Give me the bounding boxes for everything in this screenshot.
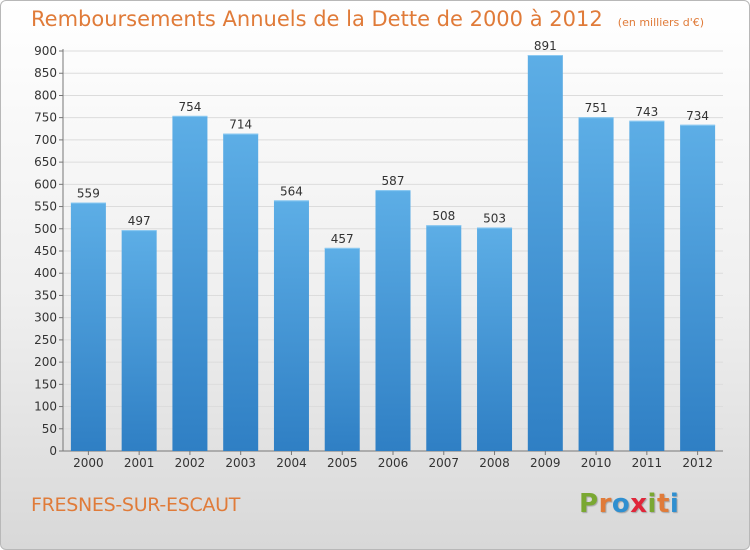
- data-label-2003: 714: [229, 118, 252, 132]
- commune-name: FRESNES-SUR-ESCAUT: [31, 494, 241, 516]
- y-tick-label: 550: [34, 200, 57, 214]
- bar-2009: [527, 55, 563, 451]
- logo-letter: r: [598, 489, 612, 519]
- data-label-2006: 587: [382, 174, 405, 188]
- data-label-2007: 508: [432, 209, 455, 223]
- labels: 559 2000 497 2001 754 2002 714 2003 564 2004 457 20…: [73, 39, 713, 470]
- data-label-2010: 751: [585, 101, 608, 115]
- data-label-2012: 734: [686, 109, 709, 123]
- logo-letter: i: [669, 489, 680, 519]
- proxiti-logo: Proxiti: [579, 489, 679, 519]
- bar-2007: [426, 225, 462, 451]
- bar-2005: [324, 247, 360, 451]
- y-tick-label: 300: [34, 311, 57, 325]
- data-label-2008: 503: [483, 211, 506, 225]
- logo-letter: t: [656, 489, 670, 519]
- bar-2010: [578, 117, 614, 451]
- bar-2002: [172, 115, 208, 451]
- bar-2011: [629, 120, 665, 452]
- x-tick-label-2010: 2010: [581, 456, 612, 470]
- x-tick-label-2001: 2001: [124, 456, 155, 470]
- y-tick-label: 900: [34, 44, 57, 58]
- y-tick-label: 700: [34, 133, 57, 147]
- bar-2006: [375, 190, 411, 451]
- x-tick-label-2002: 2002: [175, 456, 206, 470]
- y-tick-label: 0: [49, 444, 57, 458]
- logo-letter: P: [579, 489, 599, 519]
- y-tick-label: 450: [34, 244, 57, 258]
- logo-letter: x: [630, 489, 648, 519]
- bar-2012: [680, 124, 716, 452]
- x-tick-label-2008: 2008: [479, 456, 510, 470]
- data-label-2004: 564: [280, 184, 303, 198]
- x-tick-label-2012: 2012: [682, 456, 713, 470]
- y-tick-label: 250: [34, 333, 57, 347]
- logo-letter: o: [611, 489, 631, 519]
- x-tick-label-2003: 2003: [225, 456, 256, 470]
- data-label-2002: 754: [178, 100, 201, 114]
- data-label-2005: 457: [331, 232, 354, 246]
- bars: [70, 55, 716, 452]
- logo-letter: i: [647, 489, 657, 519]
- y-tick-label: 750: [34, 111, 57, 125]
- bar-2001: [121, 230, 157, 451]
- y-tick-label: 150: [34, 377, 57, 391]
- bar-2004: [273, 200, 309, 451]
- x-tick-label-2006: 2006: [378, 456, 409, 470]
- y-tick-label: 650: [34, 155, 57, 169]
- title-row: Remboursements Annuels de la Dette de 20…: [31, 7, 704, 31]
- bar-2000: [70, 202, 106, 451]
- x-tick-label-2009: 2009: [530, 456, 561, 470]
- y-tick-label: 800: [34, 88, 57, 102]
- y-tick-label: 400: [34, 266, 57, 280]
- x-tick-label-2007: 2007: [428, 456, 459, 470]
- data-label-2000: 559: [77, 187, 100, 201]
- y-tick-label: 500: [34, 222, 57, 236]
- x-tick-label-2005: 2005: [327, 456, 358, 470]
- chart-title: Remboursements Annuels de la Dette de 20…: [31, 7, 603, 31]
- data-label-2001: 497: [128, 214, 151, 228]
- data-label-2009: 891: [534, 39, 557, 53]
- y-tick-label: 100: [34, 400, 57, 414]
- y-tick-label: 850: [34, 66, 57, 80]
- y-tick-label: 200: [34, 355, 57, 369]
- x-tick-label-2000: 2000: [73, 456, 104, 470]
- bar-2003: [223, 133, 259, 451]
- data-label-2011: 743: [635, 105, 658, 119]
- bar-2008: [477, 227, 513, 451]
- y-tick-label: 50: [42, 422, 57, 436]
- x-tick-label-2011: 2011: [632, 456, 663, 470]
- x-tick-label-2004: 2004: [276, 456, 307, 470]
- chart-unit: (en milliers d'€): [617, 16, 705, 29]
- y-tick-label: 350: [34, 288, 57, 302]
- y-tick-label: 600: [34, 177, 57, 191]
